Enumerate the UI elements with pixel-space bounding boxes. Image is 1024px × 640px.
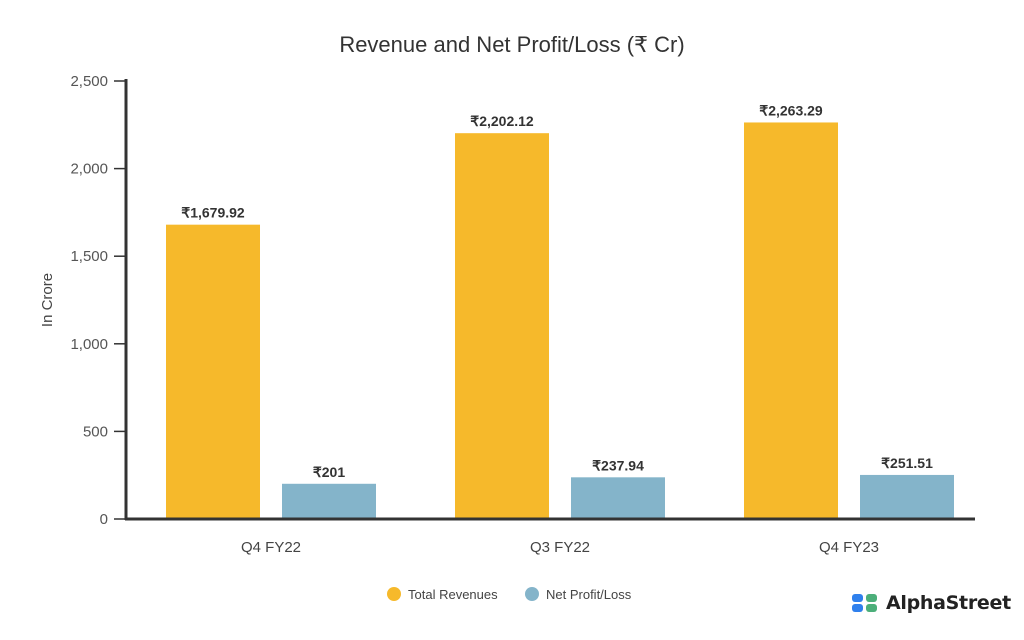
legend-label: Total Revenues	[408, 587, 498, 602]
y-axis: 0 500 1,000 1,500 2,000 2,500	[70, 73, 128, 528]
x-tick-label: Q4 FY23	[819, 539, 879, 556]
data-label: ₹237.94	[592, 457, 644, 473]
bar-total-revenues	[744, 122, 838, 519]
bar-net-profit-loss	[282, 483, 376, 519]
bar-total-revenues	[166, 224, 260, 519]
y-axis-label: In Crore	[39, 273, 56, 327]
data-label: ₹201	[313, 464, 345, 480]
y-tick-label: 2,000	[70, 161, 108, 178]
y-tick-label: 0	[100, 511, 108, 528]
legend: Total Revenues Net Profit/Loss	[387, 587, 632, 602]
legend-swatch	[387, 587, 401, 601]
y-tick-label: 2,500	[70, 73, 108, 90]
data-label: ₹251.51	[881, 455, 933, 471]
data-label: ₹2,263.29	[759, 102, 823, 118]
bar-total-revenues	[455, 133, 549, 519]
alphastreet-logo-text: AlphaStreet	[886, 592, 1011, 614]
x-tick-label: Q3 FY22	[530, 539, 590, 556]
bar-net-profit-loss	[571, 477, 665, 519]
data-label: ₹1,679.92	[181, 205, 245, 221]
x-tick-label: Q4 FY22	[241, 539, 301, 556]
legend-label: Net Profit/Loss	[546, 587, 632, 602]
data-label: ₹2,202.12	[470, 113, 534, 129]
x-axis: Q4 FY22 Q3 FY22 Q4 FY23	[125, 517, 975, 556]
bars: ₹1,679.92 ₹201 ₹2,202.12 ₹237.94 ₹2,263.29 ₹2…	[166, 102, 954, 519]
alphastreet-logo: AlphaStreet	[852, 592, 1011, 614]
alphastreet-logo-icon	[852, 594, 877, 612]
y-tick-label: 500	[83, 423, 108, 440]
legend-swatch	[525, 587, 539, 601]
y-tick-label: 1,000	[70, 336, 108, 353]
y-tick-label: 1,500	[70, 248, 108, 265]
bar-net-profit-loss	[860, 474, 954, 519]
chart-title: Revenue and Net Profit/Loss (₹ Cr)	[339, 32, 684, 57]
